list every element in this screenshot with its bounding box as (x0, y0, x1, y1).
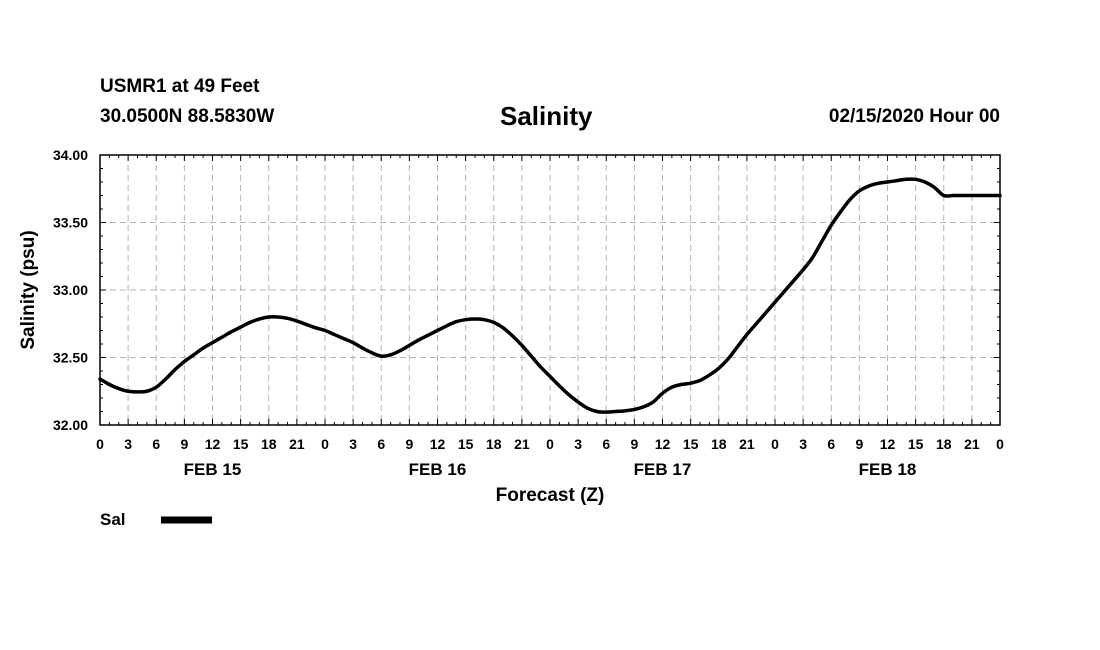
x-tick-label: 15 (458, 436, 474, 452)
x-tick-label: 12 (880, 436, 896, 452)
x-tick-label: 3 (799, 436, 807, 452)
x-tick-label: 0 (321, 436, 329, 452)
x-tick-label: 21 (514, 436, 530, 452)
y-axis-label: Salinity (psu) (18, 230, 39, 349)
series-layer (98, 177, 1002, 414)
x-tick-label: 15 (683, 436, 699, 452)
station-label: USMR1 at 49 Feet (100, 76, 260, 97)
y-tick-label: 33.00 (53, 282, 88, 298)
series-line-sal (98, 177, 1002, 414)
x-tick-label: 6 (602, 436, 610, 452)
plot-frame (99, 154, 1001, 426)
x-tick-label: 6 (377, 436, 385, 452)
x-tick-label: 9 (180, 436, 188, 452)
coordinates-label: 30.0500N 88.5830W (100, 106, 275, 127)
x-tick-label: 15 (233, 436, 249, 452)
y-tick-label: 34.00 (53, 147, 88, 163)
x-tick-label: 0 (546, 436, 554, 452)
x-tick-label: 21 (739, 436, 755, 452)
x-tick-label: 0 (96, 436, 104, 452)
x-tick-label: 6 (827, 436, 835, 452)
chart-title: Salinity (500, 101, 593, 131)
x-axis-label: Forecast (Z) (496, 485, 605, 506)
x-tick-label: 3 (349, 436, 357, 452)
y-tick-label: 32.50 (53, 350, 88, 366)
x-tick-label: 9 (630, 436, 638, 452)
x-tick-label: 21 (964, 436, 980, 452)
legend-label: Sal (100, 510, 126, 529)
x-tick-label: 9 (405, 436, 413, 452)
x-tick-label: 0 (996, 436, 1004, 452)
x-tick-label: 18 (261, 436, 277, 452)
x-tick-label: 6 (152, 436, 160, 452)
x-tick-label: 12 (655, 436, 671, 452)
x-tick-label: 9 (855, 436, 863, 452)
day-label: FEB 18 (859, 460, 917, 479)
x-tick-label: 3 (574, 436, 582, 452)
x-tick-label: 12 (205, 436, 221, 452)
run-time-label: 02/15/2020 Hour 00 (828, 106, 1000, 127)
day-label: FEB 17 (634, 460, 692, 479)
y-tick-label: 33.50 (53, 215, 88, 231)
x-tick-label: 12 (430, 436, 446, 452)
x-tick-label: 18 (486, 436, 502, 452)
x-tick-label: 18 (936, 436, 952, 452)
x-tick-label: 21 (289, 436, 305, 452)
y-tick-label: 32.00 (53, 417, 88, 433)
x-tick-label: 18 (711, 436, 727, 452)
axis-labels: 0 3 6 9 12 15 18 21 0 3 6 9 12 15 18 21 0 3 6 9 12 15 18 21 0 3 6 9… (53, 147, 1004, 479)
day-label: FEB 15 (184, 460, 242, 479)
x-tick-label: 3 (124, 436, 132, 452)
day-label: FEB 16 (409, 460, 467, 479)
x-tick-label: 15 (908, 436, 924, 452)
x-tick-label: 0 (771, 436, 779, 452)
grid (100, 155, 1000, 425)
legend: Sal (100, 510, 212, 529)
